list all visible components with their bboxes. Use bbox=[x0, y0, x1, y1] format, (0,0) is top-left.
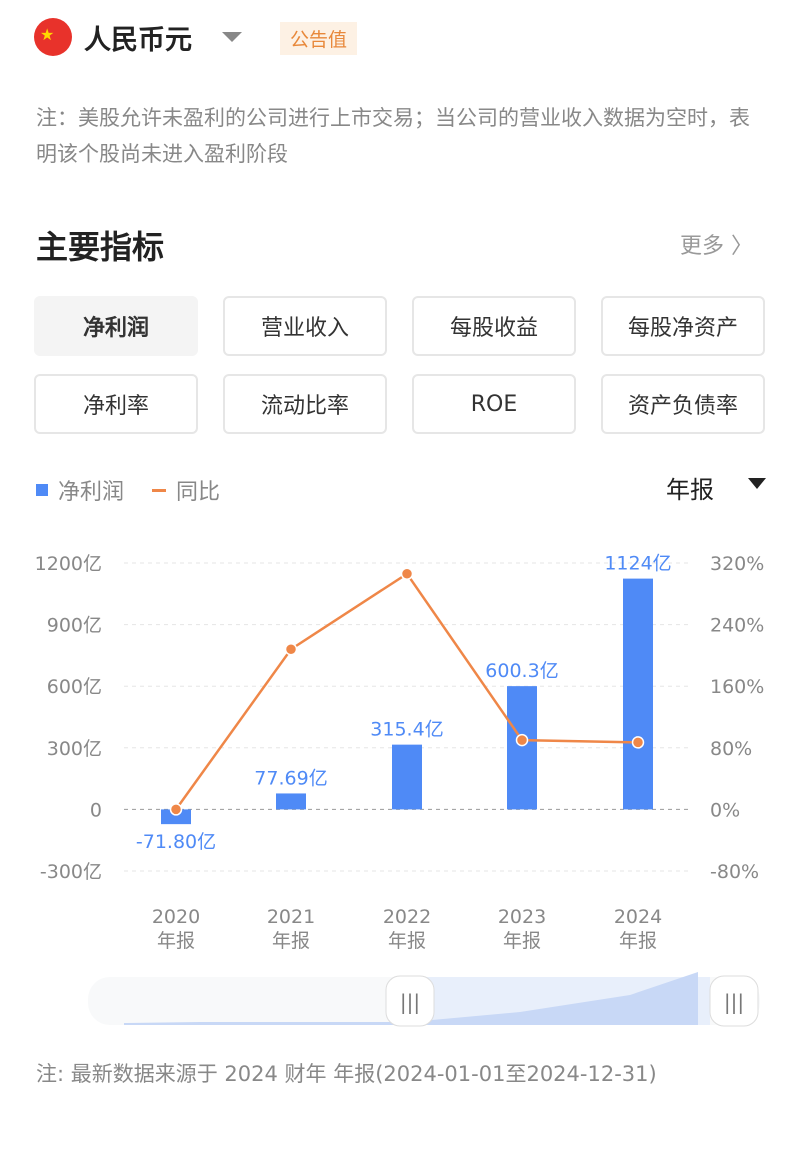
left-tick-label: 1200亿 bbox=[35, 553, 102, 575]
range-preview-area bbox=[124, 972, 698, 1025]
x-tick-period: 年报 bbox=[388, 930, 426, 952]
tab-6[interactable]: ROE bbox=[412, 374, 576, 434]
caret-down-icon[interactable] bbox=[748, 478, 766, 489]
x-tick-period: 年报 bbox=[157, 930, 195, 952]
x-tick-year: 2023 bbox=[498, 906, 546, 928]
left-tick-label: 600亿 bbox=[47, 676, 102, 698]
right-tick-label: 0% bbox=[710, 799, 740, 821]
yoy-point bbox=[515, 733, 529, 747]
range-slider-handle[interactable] bbox=[709, 975, 759, 1027]
x-tick-period: 年报 bbox=[503, 930, 541, 952]
yoy-point bbox=[631, 736, 645, 749]
tab-5[interactable]: 流动比率 bbox=[223, 374, 387, 434]
chart-legend: 净利润 同比 bbox=[36, 474, 220, 506]
bar bbox=[161, 809, 191, 825]
legend-line: 同比 bbox=[176, 480, 221, 505]
x-tick-year: 2022 bbox=[383, 906, 431, 928]
x-tick-year: 2021 bbox=[267, 906, 315, 928]
bar-data-label: 77.69亿 bbox=[254, 767, 327, 789]
bar-data-label: 1124亿 bbox=[604, 553, 671, 575]
left-tick-label: 0 bbox=[90, 799, 102, 821]
x-tick-period: 年报 bbox=[619, 930, 657, 952]
tab-4[interactable]: 净利率 bbox=[34, 374, 198, 434]
china-flag-icon: ★ bbox=[34, 18, 72, 56]
grip-icon: ||| bbox=[724, 990, 744, 1014]
x-tick-year: 2024 bbox=[614, 906, 662, 928]
range-slider-handle[interactable] bbox=[385, 975, 435, 1027]
left-tick-label: 300亿 bbox=[47, 738, 102, 760]
footer-note: 注: 最新数据来源于 2024 财年 年报(2024-01-01至2024-12… bbox=[36, 1062, 657, 1086]
right-tick-label: 80% bbox=[710, 738, 752, 760]
bar bbox=[276, 793, 306, 810]
yoy-point bbox=[169, 803, 183, 816]
announced-value-badge: 公告值 bbox=[280, 22, 358, 55]
legend-bar: 净利润 bbox=[58, 480, 125, 505]
bar-data-label: -71.80亿 bbox=[136, 831, 216, 853]
note-text: 注：美股允许未盈利的公司进行上市交易；当公司的营业收入数据为空时，表明该个股尚未… bbox=[36, 106, 750, 166]
left-tick-label: 900亿 bbox=[47, 615, 102, 637]
currency-selector[interactable]: 人民币元 bbox=[84, 25, 192, 56]
tab-7[interactable]: 资产负债率 bbox=[601, 374, 765, 434]
bar-legend-icon bbox=[36, 484, 48, 496]
right-tick-label: -80% bbox=[710, 861, 759, 883]
tab-2[interactable]: 每股收益 bbox=[412, 296, 576, 356]
tab-3[interactable]: 每股净资产 bbox=[601, 296, 765, 356]
bar-data-label: 600.3亿 bbox=[485, 660, 558, 682]
left-tick-label: -300亿 bbox=[40, 861, 102, 883]
yoy-point bbox=[284, 642, 298, 656]
x-tick-year: 2020 bbox=[152, 906, 200, 928]
right-tick-label: 160% bbox=[710, 676, 764, 698]
tab-0[interactable]: 净利润 bbox=[34, 296, 198, 356]
yoy-point bbox=[400, 567, 414, 581]
metric-tabs: 净利润 营业收入 每股收益 每股净资产净利率 流动比率 ROE 资产负债率 bbox=[34, 296, 766, 434]
right-tick-label: 240% bbox=[710, 615, 764, 637]
more-link[interactable]: 更多 〉 bbox=[680, 234, 753, 259]
period-selector[interactable]: 年报 bbox=[666, 476, 714, 504]
section-title: 主要指标 bbox=[36, 228, 165, 266]
chart: 1200亿 320% 900亿 240% 600亿 160% 300亿 80% 0 0% -300亿… bbox=[35, 553, 764, 1027]
chevron-down-icon[interactable] bbox=[222, 32, 242, 42]
bar bbox=[507, 686, 537, 810]
line-legend-icon bbox=[152, 488, 167, 492]
bar bbox=[392, 744, 422, 810]
bar bbox=[623, 578, 653, 810]
right-tick-label: 320% bbox=[710, 553, 764, 575]
x-tick-period: 年报 bbox=[272, 930, 310, 952]
grip-icon: ||| bbox=[400, 990, 420, 1014]
bar-data-label: 315.4亿 bbox=[370, 719, 443, 741]
tab-1[interactable]: 营业收入 bbox=[223, 296, 387, 356]
